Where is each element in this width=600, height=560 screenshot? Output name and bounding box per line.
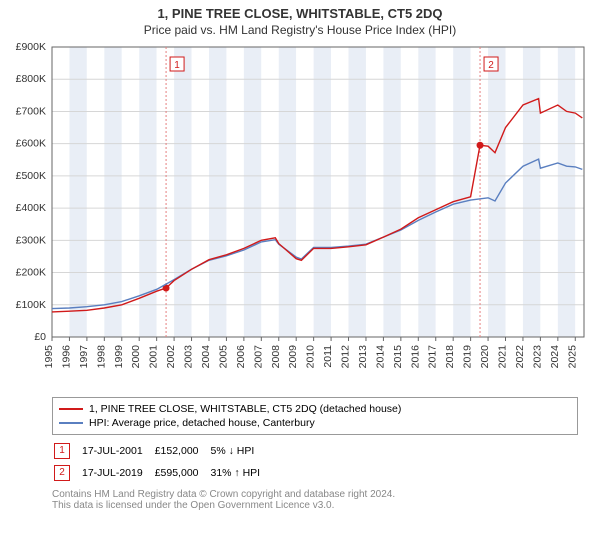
chart-title: 1, PINE TREE CLOSE, WHITSTABLE, CT5 2DQ [0,0,600,21]
svg-text:2: 2 [488,60,494,71]
svg-text:2025: 2025 [566,345,578,369]
svg-text:2015: 2015 [392,345,404,369]
svg-text:2021: 2021 [497,345,509,369]
footer-line: This data is licensed under the Open Gov… [52,500,578,511]
svg-text:2011: 2011 [322,345,334,368]
svg-text:£200K: £200K [16,267,46,279]
svg-text:2002: 2002 [165,345,177,369]
svg-text:2007: 2007 [252,345,264,369]
svg-text:£300K: £300K [16,234,46,246]
svg-text:2008: 2008 [270,345,282,369]
table-row: 2 17-JUL-2019 £595,000 31% ↑ HPI [54,463,270,483]
svg-text:2004: 2004 [200,345,212,369]
svg-text:2017: 2017 [427,345,439,369]
svg-text:£700K: £700K [16,105,46,117]
svg-text:2014: 2014 [374,345,386,369]
svg-text:2009: 2009 [287,345,299,369]
svg-text:1999: 1999 [113,345,125,369]
svg-text:£800K: £800K [16,73,46,85]
sale-delta: 5% ↓ HPI [211,441,271,461]
svg-text:1995: 1995 [43,345,55,369]
svg-text:£100K: £100K [16,299,46,311]
sale-date: 17-JUL-2019 [82,463,153,483]
sale-price: £152,000 [155,441,209,461]
svg-text:1997: 1997 [78,345,90,369]
svg-text:1: 1 [174,60,180,71]
svg-text:2003: 2003 [183,345,195,369]
legend-label: HPI: Average price, detached house, Cant… [89,417,315,429]
legend-item: HPI: Average price, detached house, Cant… [59,416,571,430]
price-chart: £0 £100K £200K £300K £400K £500K £600K £700K £80… [0,37,600,395]
footer: Contains HM Land Registry data © Crown c… [52,489,578,511]
chart-subtitle: Price paid vs. HM Land Registry's House … [0,21,600,37]
svg-text:2019: 2019 [462,345,474,369]
svg-text:£600K: £600K [16,138,46,150]
svg-text:2020: 2020 [479,345,491,369]
table-row: 1 17-JUL-2001 £152,000 5% ↓ HPI [54,441,270,461]
svg-text:2013: 2013 [357,345,369,369]
svg-text:2024: 2024 [549,345,561,369]
svg-text:2016: 2016 [409,345,421,369]
legend-swatch-property [59,408,83,410]
svg-text:2018: 2018 [444,345,456,369]
svg-text:1996: 1996 [60,345,72,369]
svg-text:2000: 2000 [130,345,142,369]
svg-text:2005: 2005 [217,345,229,369]
sale-marker-1: 1 [54,443,70,459]
footer-line: Contains HM Land Registry data © Crown c… [52,489,578,500]
sale-date: 17-JUL-2001 [82,441,153,461]
chart-container: 1, PINE TREE CLOSE, WHITSTABLE, CT5 2DQ … [0,0,600,560]
svg-text:2006: 2006 [235,345,247,369]
svg-text:1998: 1998 [95,345,107,369]
svg-text:£400K: £400K [16,202,46,214]
legend-item: 1, PINE TREE CLOSE, WHITSTABLE, CT5 2DQ … [59,402,571,416]
sale-delta: 31% ↑ HPI [211,463,271,483]
legend: 1, PINE TREE CLOSE, WHITSTABLE, CT5 2DQ … [52,397,578,435]
sales-table: 1 17-JUL-2001 £152,000 5% ↓ HPI 2 17-JUL… [52,439,272,485]
svg-text:£0: £0 [34,331,46,343]
svg-text:2023: 2023 [531,345,543,369]
legend-label: 1, PINE TREE CLOSE, WHITSTABLE, CT5 2DQ … [89,403,401,415]
sale-marker-2: 2 [54,465,70,481]
svg-text:£900K: £900K [16,41,46,53]
svg-text:2010: 2010 [305,345,317,369]
svg-text:2001: 2001 [148,345,160,369]
svg-text:£500K: £500K [16,170,46,182]
legend-swatch-hpi [59,422,83,424]
svg-text:2022: 2022 [514,345,526,369]
svg-text:2012: 2012 [340,345,352,369]
sale-price: £595,000 [155,463,209,483]
